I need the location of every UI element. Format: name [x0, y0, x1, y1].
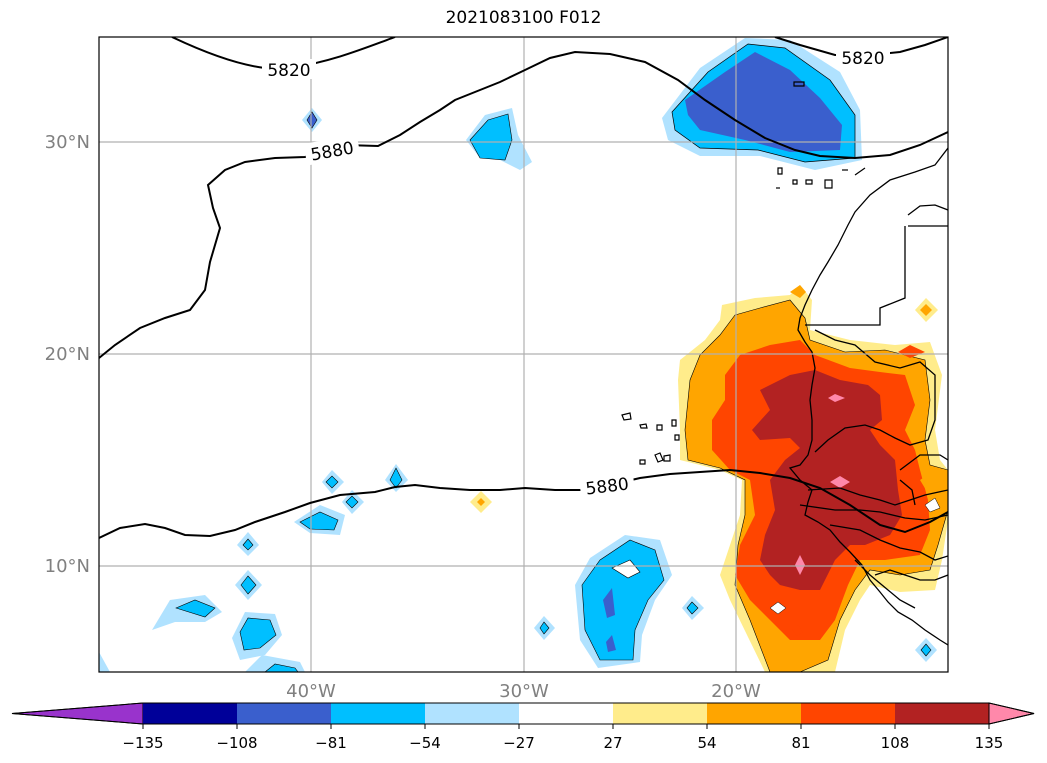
negative-anomaly-northeast	[662, 38, 862, 170]
colorbar-extension-low	[11, 702, 144, 725]
lat-label: 30°N	[45, 132, 90, 153]
coastlines	[788, 147, 948, 646]
lat-label: 20°N	[45, 344, 90, 365]
contour-label: 5820	[841, 49, 884, 69]
colorbar-tick-label: −108	[216, 734, 257, 752]
colorbar-swatch	[895, 703, 990, 724]
page-title: 2021083100 F012	[445, 8, 602, 28]
colorbar-swatch	[613, 703, 708, 724]
lon-label: 40°W	[286, 681, 336, 702]
colorbar-swatch	[707, 703, 802, 724]
contour-label: 5820	[267, 61, 310, 81]
graticule	[99, 37, 948, 672]
colorbar-tick-label: 81	[791, 734, 810, 752]
map-frame	[98, 36, 949, 673]
negative-anomaly-south	[575, 535, 672, 668]
contour-5880-south	[99, 468, 948, 539]
colorbar-extension-high	[988, 702, 1035, 725]
colorbar-swatch	[237, 703, 332, 724]
colorbar-tick-label: −135	[122, 734, 163, 752]
colorbar-tick-label: −81	[315, 734, 347, 752]
colorbar-swatch	[519, 703, 614, 724]
negative-anomaly-small	[99, 108, 937, 672]
colorbar-tick-label: 135	[975, 734, 1004, 752]
colorbar-swatch	[331, 703, 426, 724]
lon-label: 20°W	[711, 681, 761, 702]
colorbar-tick-label: −27	[503, 734, 535, 752]
colorbar-swatch	[425, 703, 520, 724]
colorbar-swatch	[801, 703, 896, 724]
map-area: 5820 5820 5880 5880	[99, 37, 948, 672]
lat-label: 10°N	[45, 556, 90, 577]
colorbar-tick-label: −54	[409, 734, 441, 752]
colorbar-tick-label: 27	[603, 734, 622, 752]
lon-label: 30°W	[499, 681, 549, 702]
colorbar-tick-label: 108	[881, 734, 910, 752]
colorbar-swatch	[143, 703, 238, 724]
colorbar-tick-label: 54	[697, 734, 716, 752]
colorbar: −135 −108 −81 −54 −27 27 54 81 108 135	[11, 702, 1035, 752]
islands	[621, 81, 866, 465]
contour-5880-north	[99, 50, 948, 359]
